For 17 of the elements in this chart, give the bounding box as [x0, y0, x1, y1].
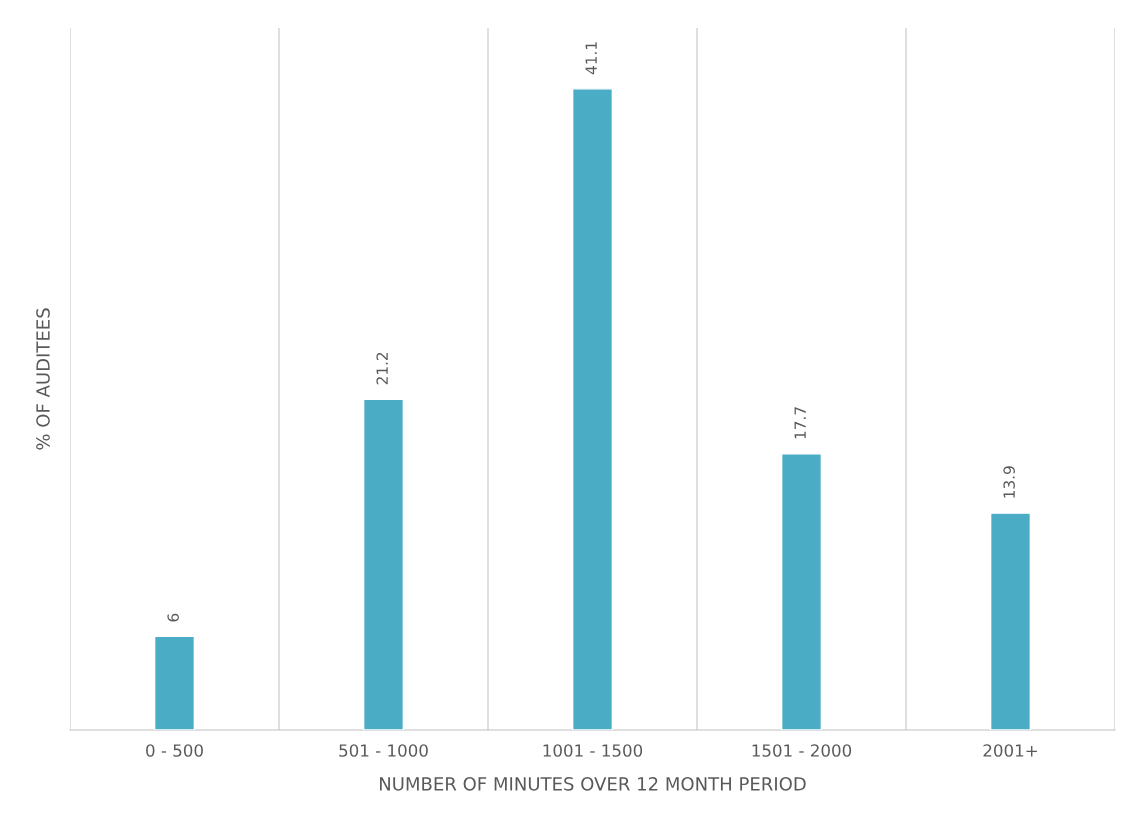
data-label: 13.9: [1003, 466, 1015, 498]
data-label: 17.7: [794, 407, 806, 439]
bar: [571, 88, 614, 730]
bar: [989, 512, 1032, 730]
x-tick-label: 1001 - 1500: [543, 744, 643, 757]
bar: [362, 398, 405, 730]
x-tick-label: 1501 - 2000: [752, 744, 852, 757]
y-axis-title: % OF AUDITEES: [36, 308, 50, 450]
x-tick-label: 501 - 1000: [339, 744, 428, 757]
x-tick-label: 2001+: [983, 744, 1037, 757]
data-label: 21.2: [376, 352, 388, 385]
bar: [780, 453, 823, 730]
x-tick-label: 0 - 500: [146, 744, 203, 757]
data-label: 41.1: [585, 42, 597, 75]
bar: [153, 635, 196, 730]
x-axis-title: NUMBER OF MINUTES OVER 12 MONTH PERIOD: [379, 777, 806, 791]
data-label: 6: [167, 613, 179, 622]
